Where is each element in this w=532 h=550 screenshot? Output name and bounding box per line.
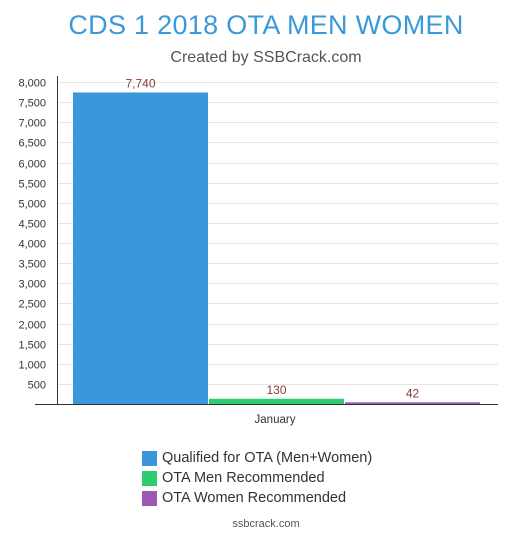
legend-swatch [142, 450, 157, 466]
y-tick-label: 2,500 [18, 299, 46, 311]
legend-swatch [142, 490, 157, 506]
y-tick-label: 3,000 [18, 279, 46, 291]
data-label: 7,740 [125, 76, 155, 90]
y-tick-label: 6,000 [18, 159, 46, 171]
y-tick-label: 5,000 [18, 199, 46, 211]
bar-2 [209, 398, 344, 404]
y-tick-label: 6,500 [18, 138, 46, 150]
y-tick-label: 1,500 [18, 340, 46, 352]
y-tick-label: 5,500 [18, 179, 46, 191]
legend: Qualified for OTA (Men+Women) OTA Men Re… [142, 448, 372, 508]
legend-item[interactable]: Qualified for OTA (Men+Women) [142, 448, 372, 468]
legend-item[interactable]: OTA Men Recommended [142, 468, 372, 488]
legend-swatch [142, 470, 157, 486]
bar-1 [73, 92, 208, 404]
bar-3 [345, 402, 480, 404]
data-label: 130 [266, 383, 286, 397]
y-tick-label: 1,000 [18, 360, 46, 372]
legend-item[interactable]: OTA Women Recommended [142, 488, 372, 508]
y-tick-label: 7,500 [18, 98, 46, 110]
chart-title: CDS 1 2018 OTA MEN WOMEN [68, 10, 464, 40]
y-tick-label: 8,000 [18, 78, 46, 90]
footer-credit: ssbcrack.com [232, 518, 300, 530]
data-label: 42 [406, 386, 420, 400]
legend-label: Qualified for OTA (Men+Women) [162, 450, 373, 466]
x-tick-label: January [255, 414, 296, 426]
y-tick-label: 4,000 [18, 239, 46, 251]
y-tick-label: 7,000 [18, 118, 46, 130]
legend-label: OTA Men Recommended [162, 470, 325, 486]
y-tick-label: 500 [28, 380, 46, 392]
bar-chart: 500 1,000 1,500 2,000 2,500 3,000 3,500 4,000 4,… [18, 76, 498, 426]
y-tick-label: 3,500 [18, 259, 46, 271]
legend-label: OTA Women Recommended [162, 490, 347, 506]
chart-subtitle: Created by SSBCrack.com [170, 49, 362, 66]
y-tick-label: 4,500 [18, 219, 46, 231]
y-tick-label: 2,000 [18, 320, 46, 332]
